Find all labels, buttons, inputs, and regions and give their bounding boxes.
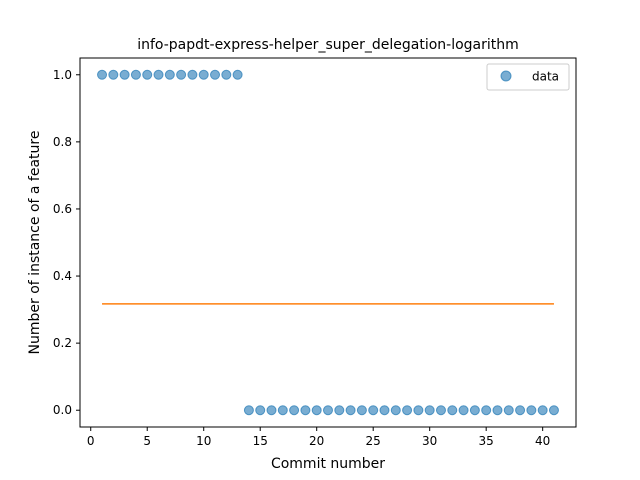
data-point: [469, 405, 480, 416]
data-point: [289, 405, 300, 416]
data-point: [548, 405, 559, 416]
data-point: [198, 69, 209, 80]
data-point: [481, 405, 492, 416]
y-axis-label: Number of instance of a feature: [27, 131, 43, 355]
data-point: [243, 405, 254, 416]
data-point: [345, 405, 356, 416]
chart-title: info-papdt-express-helper_super_delegati…: [137, 37, 519, 53]
x-tick-label: 30: [422, 434, 437, 448]
x-tick-label: 10: [196, 434, 211, 448]
data-point: [108, 69, 119, 80]
data-point: [492, 405, 503, 416]
data-point: [537, 405, 548, 416]
data-point: [187, 69, 198, 80]
data-point: [255, 405, 266, 416]
x-tick-label: 20: [309, 434, 324, 448]
data-point: [164, 69, 175, 80]
data-point: [379, 405, 390, 416]
data-point: [266, 405, 277, 416]
data-point: [311, 405, 322, 416]
legend-box: [486, 63, 570, 91]
y-axis-ticks: 0.0 0.2 0.4 0.6 0.8 1.0: [53, 68, 80, 417]
data-point: [390, 405, 401, 416]
data-point: [277, 405, 288, 416]
data-point: [153, 69, 164, 80]
data-point: [458, 405, 469, 416]
legend: data: [486, 63, 570, 91]
data-point: [435, 405, 446, 416]
data-point: [368, 405, 379, 416]
y-tick-label: 1.0: [53, 68, 72, 82]
data-point: [503, 405, 514, 416]
data-point: [447, 405, 458, 416]
data-point: [515, 405, 526, 416]
data-point: [210, 69, 221, 80]
data-point: [526, 405, 537, 416]
data-point: [402, 405, 413, 416]
y-tick-label: 0.8: [53, 135, 72, 149]
data-point: [323, 405, 333, 416]
plot-area: [97, 69, 559, 416]
x-axis-ticks: 0 5 10 15 20 25 30 35 40: [87, 427, 550, 448]
legend-marker: [500, 70, 512, 82]
y-tick-label: 0.4: [53, 269, 72, 283]
data-point: [356, 405, 367, 416]
legend-label: data: [532, 70, 559, 84]
data-point: [334, 405, 345, 416]
data-point: [119, 69, 130, 80]
data-point: [221, 69, 232, 80]
x-tick-label: 0: [87, 434, 95, 448]
data-point: [142, 69, 153, 80]
data-point: [413, 405, 424, 416]
data-point: [176, 69, 187, 80]
x-tick-label: 35: [479, 434, 494, 448]
data-point: [232, 69, 243, 80]
data-point: [300, 405, 311, 416]
y-tick-label: 0.2: [53, 336, 72, 350]
data-point: [130, 69, 141, 80]
y-tick-label: 0.0: [53, 403, 72, 417]
y-tick-label: 0.6: [53, 202, 72, 216]
data-point: [424, 405, 435, 416]
x-tick-label: 5: [143, 434, 151, 448]
x-tick-label: 40: [535, 434, 550, 448]
x-axis-label: Commit number: [271, 456, 385, 472]
x-tick-label: 25: [366, 434, 381, 448]
x-tick-label: 15: [253, 434, 268, 448]
plot-frame: [79, 57, 577, 428]
data-point: [97, 69, 108, 80]
